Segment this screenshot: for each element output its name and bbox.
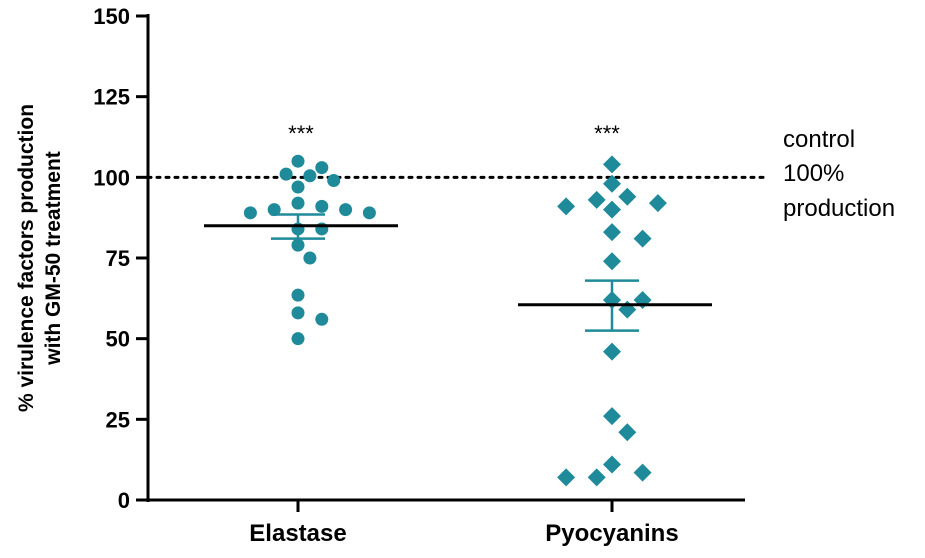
data-point <box>603 174 621 193</box>
data-point <box>267 203 281 217</box>
data-points <box>243 154 667 487</box>
y-tick-label: 150 <box>93 4 130 29</box>
labels-group: Elastase Pyocyanins *** *** <box>249 121 678 547</box>
data-point <box>633 229 652 248</box>
y-axis-label-line-2: with GM-50 treatment <box>42 151 65 366</box>
axes: 0 25 50 75 100 125 150 <box>93 4 745 513</box>
data-point <box>603 200 621 219</box>
control-annotation: control 100% production <box>783 126 895 222</box>
data-point <box>327 174 341 188</box>
data-point <box>557 468 576 487</box>
data-point <box>603 252 621 271</box>
data-point <box>279 167 293 181</box>
data-point <box>291 154 305 168</box>
x-tick-label: Pyocyanins <box>545 520 678 547</box>
data-point <box>618 423 637 442</box>
x-tick-label: Elastase <box>249 520 346 547</box>
y-tick-label: 75 <box>106 246 130 271</box>
data-point <box>291 180 305 194</box>
data-point <box>557 197 576 216</box>
data-point <box>291 238 305 252</box>
significance-label: *** <box>594 121 620 146</box>
annotation-line-3: production <box>783 195 895 222</box>
data-point <box>587 468 606 487</box>
data-point <box>587 190 606 209</box>
data-point <box>291 332 305 346</box>
mean-sem-group <box>204 213 712 332</box>
data-point <box>315 199 329 213</box>
y-tick-label: 0 <box>118 488 130 513</box>
annotation-line-2: 100% <box>783 160 844 187</box>
data-point <box>303 169 317 183</box>
y-tick-label: 50 <box>106 327 130 352</box>
data-point <box>243 206 257 220</box>
data-point <box>362 206 376 220</box>
y-axis-label-line-1: % virulence factors production <box>15 104 38 412</box>
data-point <box>603 407 621 426</box>
data-point <box>618 187 637 206</box>
significance-label: *** <box>288 121 314 146</box>
data-point <box>315 312 329 326</box>
data-point <box>291 306 305 320</box>
data-point <box>648 194 667 213</box>
y-tick-label: 25 <box>106 407 130 432</box>
data-point <box>303 251 317 265</box>
y-axis-label: % virulence factors production with GM-5… <box>15 104 65 412</box>
data-point <box>633 463 652 482</box>
data-point <box>291 196 305 210</box>
data-point <box>603 155 621 174</box>
data-point <box>603 455 621 474</box>
data-point <box>603 342 621 361</box>
data-point <box>315 161 329 175</box>
data-point <box>339 203 353 217</box>
y-tick-label: 125 <box>93 85 130 110</box>
data-point <box>603 223 621 242</box>
annotation-line-1: control <box>783 126 855 153</box>
data-point <box>291 288 305 302</box>
y-tick-label: 100 <box>93 165 130 190</box>
